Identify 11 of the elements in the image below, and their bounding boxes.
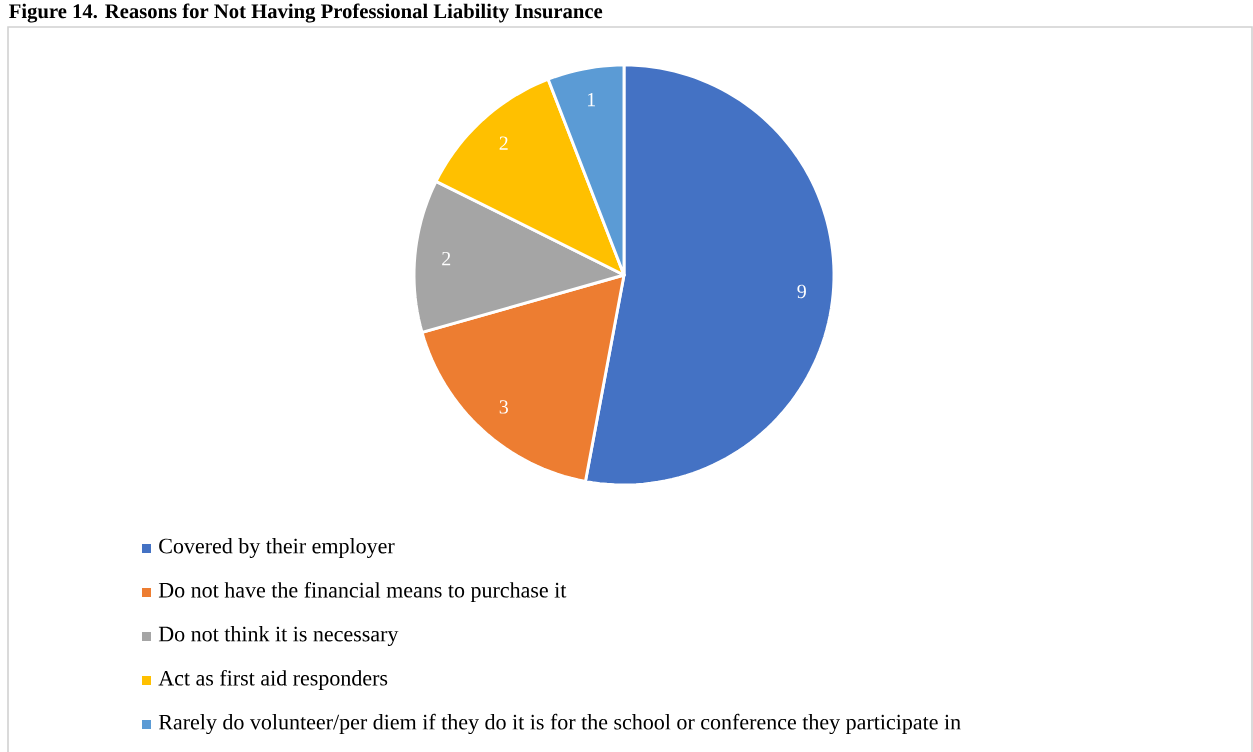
legend-label: Covered by their employer (159, 537, 395, 558)
data-label: 9 (797, 284, 806, 299)
data-label: 1 (587, 92, 596, 107)
legend-label: Act as first aid responders (158, 669, 388, 691)
chart-title: Figure 14. Reasons for Not Having Professional Liability Insurance (9, 3, 603, 23)
legend-label: Rarely do volunteer/per diem if they do it is for the school or conference they participate in (158, 713, 961, 735)
legend-label: Do not have the financial means to purchase it (158, 581, 567, 603)
data-label: 2 (499, 136, 508, 150)
legend-label: Do not think it is necessary (158, 625, 399, 646)
data-label: 3 (499, 400, 508, 414)
data-label: 2 (442, 251, 451, 266)
